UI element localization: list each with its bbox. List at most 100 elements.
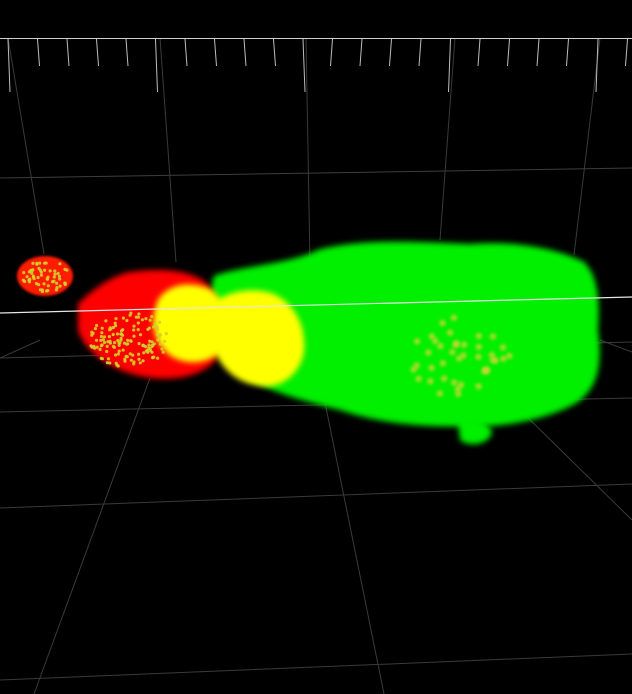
speckle-point [29, 268, 33, 272]
speckle-point [122, 341, 127, 345]
speckle-point [141, 359, 145, 363]
minor-tick [536, 38, 540, 67]
speckle-point [104, 319, 108, 323]
speckle-point [453, 340, 460, 347]
green-bump [458, 418, 492, 445]
speckle-point [50, 280, 55, 284]
speckle-point [129, 358, 133, 362]
speckle-point [144, 317, 148, 321]
speckle-point [148, 339, 152, 343]
speckle-point [506, 352, 513, 360]
speckle-point [129, 311, 133, 315]
speckle-point [121, 328, 125, 332]
minor-tick [359, 38, 363, 67]
minor-tick [566, 38, 569, 67]
speckle-point [95, 323, 99, 328]
speckle-point [432, 337, 439, 345]
speckle-point [123, 359, 127, 363]
speckle-point [43, 261, 47, 265]
grid-line [33, 377, 151, 694]
major-tick [302, 38, 306, 93]
speckle-point [35, 261, 39, 265]
speckle-point [46, 284, 50, 288]
speckle-point [90, 330, 94, 334]
speckle-point [136, 321, 140, 325]
speckle-point [22, 271, 26, 275]
speckle-point [475, 353, 482, 361]
speckle-point [150, 315, 154, 319]
speckle-point [98, 347, 102, 351]
speckle-point [106, 340, 110, 344]
minor-tick [625, 38, 628, 67]
speckle-point [128, 352, 132, 356]
speckle-point [38, 261, 42, 265]
speckle-point [102, 335, 106, 339]
speckle-point [100, 357, 104, 361]
speckle-point [439, 319, 446, 327]
speckle-point [106, 357, 111, 361]
speckle-point [43, 268, 47, 272]
grid-line [0, 653, 632, 681]
speckle-point [129, 339, 133, 343]
major-tick [155, 38, 158, 93]
speckle-point [99, 338, 103, 342]
speckle-point [451, 379, 458, 386]
speckle-point [499, 344, 507, 351]
speckle-point [415, 375, 422, 382]
grid-line [0, 167, 632, 179]
speckle-point [100, 326, 104, 330]
speckle-point [413, 338, 421, 345]
speckle-point [450, 314, 458, 321]
speckle-point [158, 342, 163, 346]
speckle-point [42, 282, 46, 286]
speckle-point [161, 350, 165, 354]
speckle-point [31, 261, 35, 265]
minor-tick [125, 38, 129, 67]
speckle-point [455, 390, 462, 398]
speckle-point [119, 336, 123, 340]
speckle-point [156, 333, 160, 337]
speckle-point [437, 342, 444, 350]
speckle-point [150, 343, 155, 347]
speckle-point [63, 267, 67, 271]
speckle-point [150, 350, 154, 354]
speckle-point [146, 327, 150, 331]
speckle-point [163, 339, 167, 343]
speckle-point [137, 357, 141, 361]
speckle-point [101, 338, 105, 342]
minor-tick [389, 38, 392, 67]
minor-tick [507, 38, 510, 67]
speckle-point [132, 328, 136, 332]
grid-line [599, 339, 632, 353]
speckle-point [52, 275, 56, 279]
speckle-point [142, 351, 146, 355]
speckle-point [37, 283, 41, 287]
speckle-point [137, 352, 141, 356]
speckle-point [92, 344, 96, 348]
speckle-point [138, 361, 142, 365]
speckle-point [46, 288, 50, 293]
speckle-point [132, 324, 136, 328]
minor-tick [184, 38, 188, 67]
speckle-point [36, 275, 40, 280]
speckle-point [117, 349, 121, 353]
speckle-point [116, 338, 120, 343]
speckle-point [46, 275, 50, 279]
speckle-point [151, 355, 155, 359]
speckle-point [489, 333, 497, 340]
speckle-point [48, 269, 52, 273]
speckle-point [137, 312, 141, 316]
speckle-point [121, 348, 125, 352]
speckle-point [460, 352, 467, 359]
speckle-point [56, 271, 60, 276]
speckle-point [39, 273, 44, 277]
speckle-point [138, 333, 143, 337]
speckle-point [484, 367, 491, 374]
speckle-point [132, 360, 136, 364]
speckle-point [107, 335, 111, 339]
major-tick [595, 38, 599, 93]
speckle-point [90, 333, 94, 337]
speckle-points [21, 261, 513, 398]
